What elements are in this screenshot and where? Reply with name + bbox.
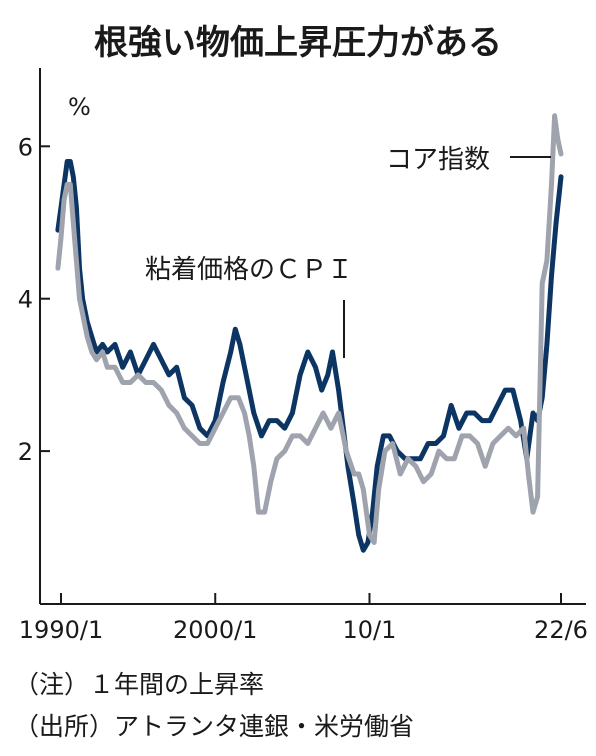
source-text: （出所）アトランタ連銀・米労働省 [14,712,414,741]
x-tick-label: 2000/1 [173,616,257,644]
annotation-label-core: コア指数 [386,145,490,175]
series-line-0 [55,159,564,553]
y-tick-label: 4 [18,286,33,314]
series-line-1 [55,113,564,545]
x-ticks: 1990/1 2000/1 10/1 22/6 [19,593,588,644]
chart-title: 根強い物価上昇圧力がある [94,23,502,63]
x-tick-label: 10/1 [343,616,397,644]
y-ticks: 2 4 6 [18,133,50,466]
y-tick-label: 2 [18,438,33,466]
annotations: 粘着価格のＣＰＩ コア指数 [145,145,551,358]
y-axis-unit: % [68,93,91,121]
x-tick-label: 22/6 [534,616,588,644]
annotation-label-sticky-cpi: 粘着価格のＣＰＩ [145,255,353,285]
series-layer [55,113,564,553]
x-tick-label: 1990/1 [19,616,103,644]
y-tick-label: 6 [18,133,33,161]
note-text: （注）１年間の上昇率 [14,670,264,699]
